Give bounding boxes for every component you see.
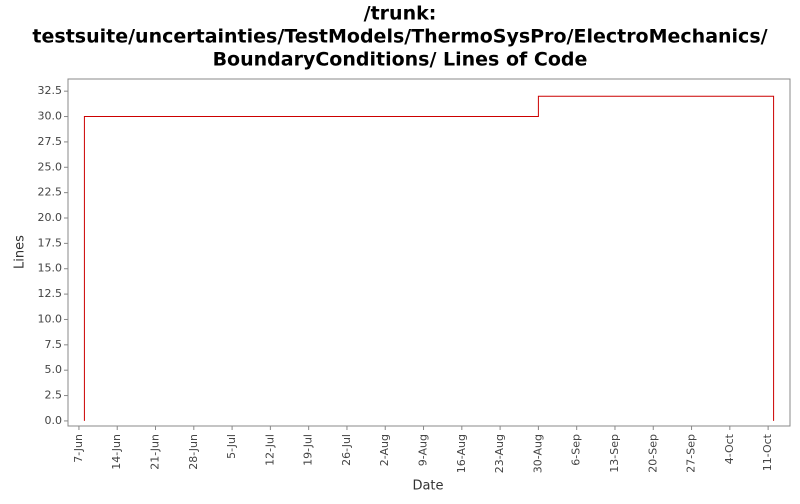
x-tick-label: 19-Jul: [302, 434, 315, 466]
x-tick-label: 5-Jul: [225, 434, 238, 459]
x-tick-label: 7-Jun: [72, 434, 85, 463]
x-tick-label: 2-Aug: [378, 434, 391, 466]
x-tick-label: 9-Aug: [417, 434, 430, 466]
y-tick-label: 17.5: [38, 236, 63, 249]
y-tick-label: 7.5: [45, 338, 63, 351]
x-tick-label: 26-Jul: [340, 434, 353, 466]
y-tick-label: 5.0: [45, 363, 63, 376]
x-tick-label: 30-Aug: [531, 434, 544, 473]
x-tick-label: 12-Jul: [263, 434, 276, 466]
y-tick-label: 15.0: [38, 262, 63, 275]
x-tick-label: 4-Oct: [723, 433, 736, 464]
y-tick-label: 0.0: [45, 414, 63, 427]
x-axis-label: Date: [412, 479, 443, 494]
chart-title: BoundaryConditions/ Lines of Code: [213, 49, 588, 71]
x-tick-label: 6-Sep: [570, 434, 583, 466]
x-tick-label: 16-Aug: [455, 434, 468, 473]
series-line: [83, 95, 775, 421]
y-tick-label: 30.0: [38, 110, 63, 123]
plot-area: [67, 78, 791, 427]
x-tick-label: 11-Oct: [761, 433, 774, 471]
x-tick-label: 14-Jun: [110, 434, 123, 470]
y-tick-label: 32.5: [38, 84, 63, 97]
y-axis-label: Lines: [13, 235, 28, 269]
y-tick-label: 10.0: [38, 312, 63, 325]
y-tick-label: 27.5: [38, 135, 63, 148]
x-tick-label: 20-Sep: [646, 434, 659, 473]
y-tick-label: 22.5: [38, 186, 63, 199]
y-tick-label: 2.5: [45, 389, 63, 402]
y-tick-label: 25.0: [38, 160, 63, 173]
chart-title: /trunk:: [364, 3, 437, 25]
y-tick-label: 12.5: [38, 287, 63, 300]
x-tick-label: 27-Sep: [685, 434, 698, 473]
x-tick-label: 28-Jun: [187, 434, 200, 470]
x-tick-label: 21-Jun: [149, 434, 162, 470]
chart-title: testsuite/uncertainties/TestModels/Therm…: [32, 26, 767, 48]
x-tick-label: 13-Sep: [608, 434, 621, 473]
x-tick-label: 23-Aug: [493, 434, 506, 473]
y-tick-label: 20.0: [38, 211, 63, 224]
